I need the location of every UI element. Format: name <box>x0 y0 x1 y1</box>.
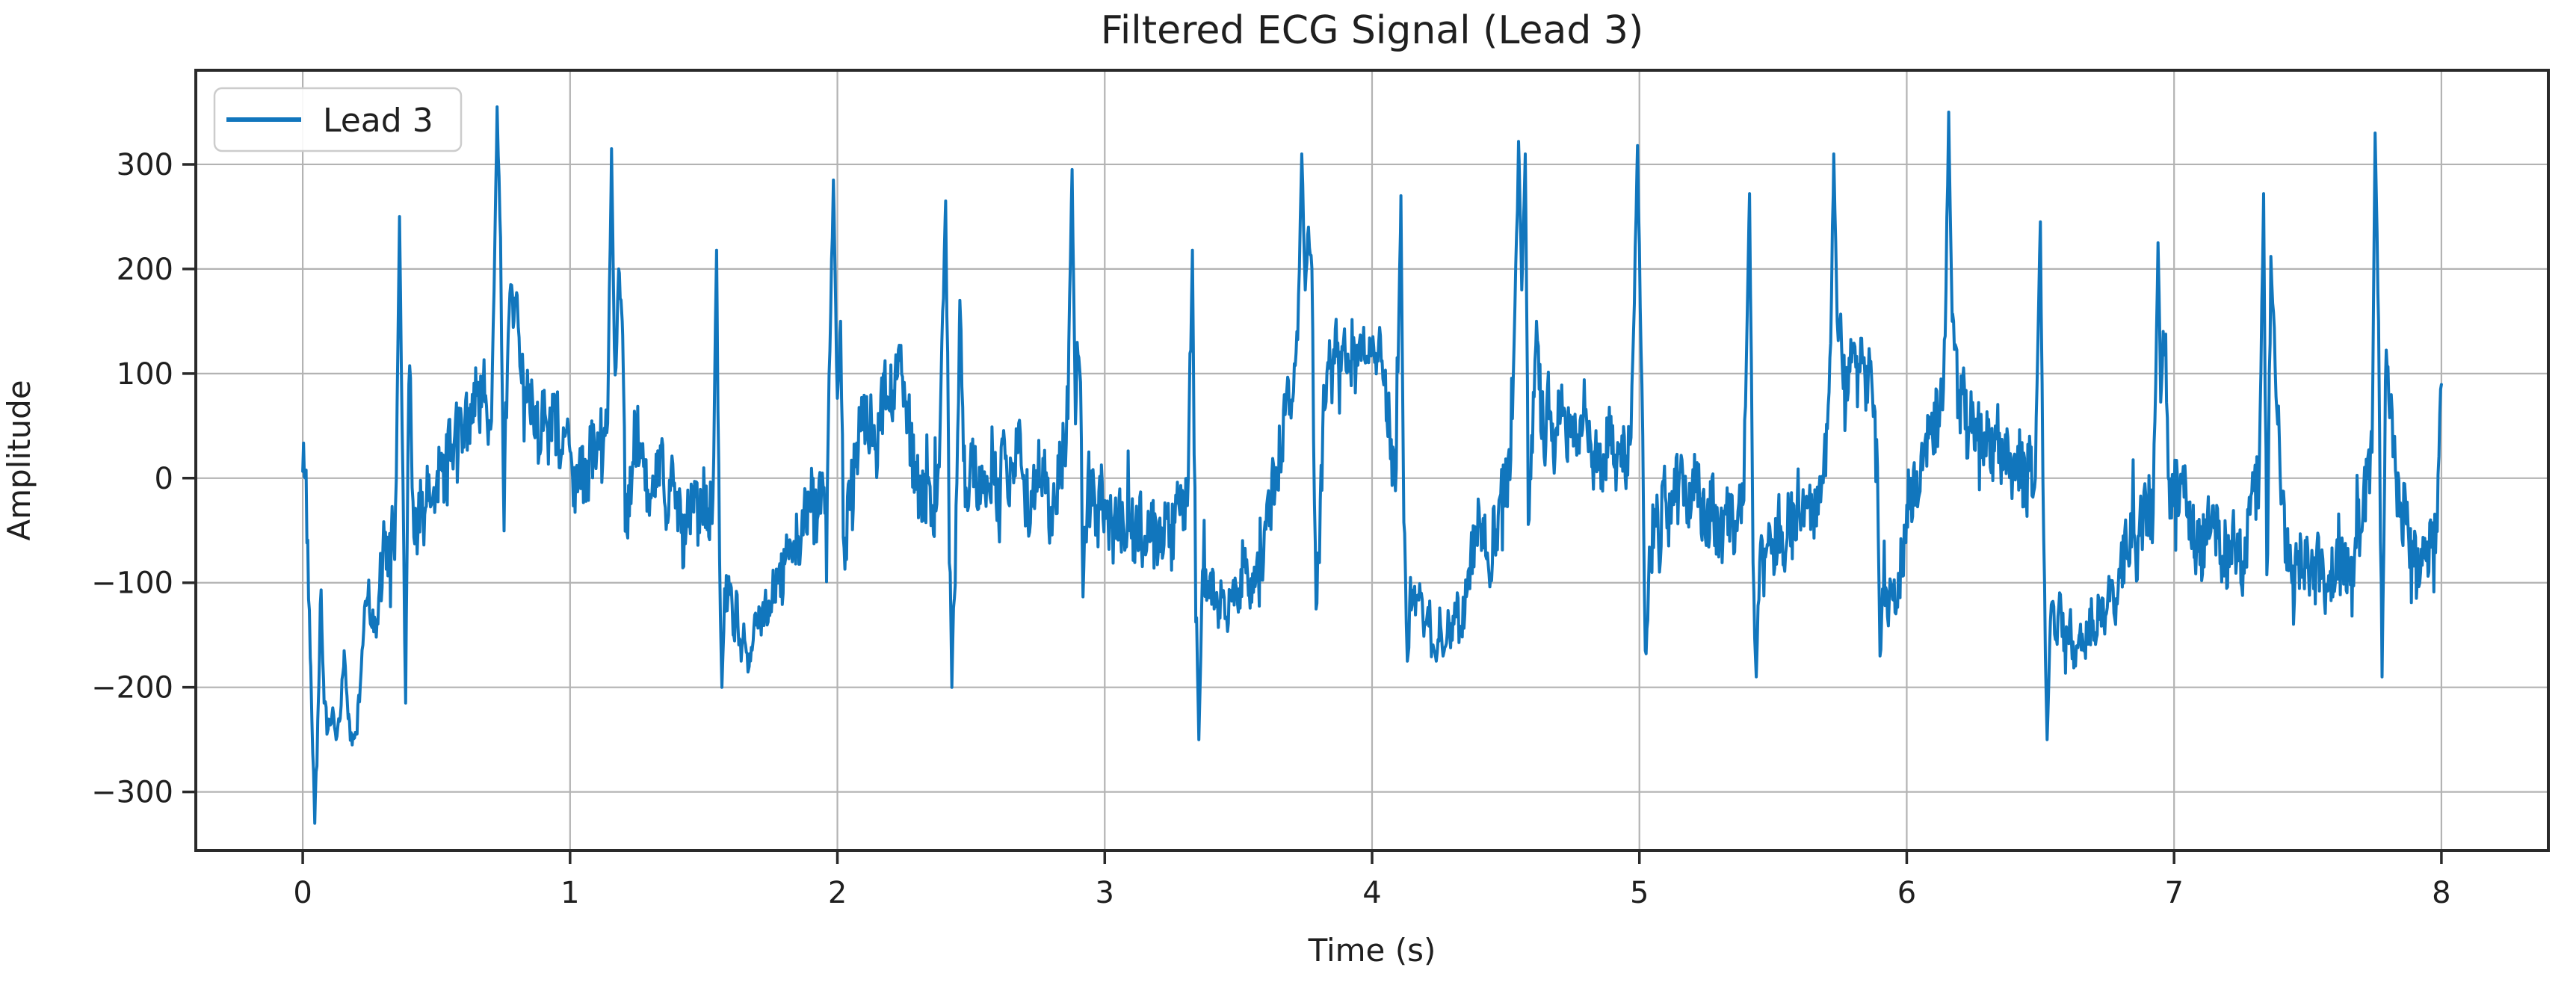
legend-box <box>213 87 463 152</box>
x-tick-label: 5 <box>1630 876 1649 910</box>
x-axis-label: Time (s) <box>1308 932 1436 969</box>
x-tick-label: 1 <box>560 876 579 910</box>
x-tick-label: 8 <box>2432 876 2450 910</box>
y-tick-label: 0 <box>155 462 173 496</box>
y-axis-label: Amplitude <box>1 380 37 540</box>
y-tick-label: −200 <box>91 671 173 705</box>
lead3-signal-line <box>301 105 2443 825</box>
y-tick-label: 200 <box>117 253 173 287</box>
y-tick-label: −100 <box>91 566 173 601</box>
x-tick-label: 7 <box>2164 876 2183 910</box>
legend-label: Lead 3 <box>323 102 433 140</box>
legend: Lead 3 <box>213 87 463 152</box>
x-tick-label: 0 <box>293 876 312 910</box>
y-tick-label: −300 <box>91 776 173 810</box>
x-tick-label: 3 <box>1096 876 1114 910</box>
x-tick-label: 6 <box>1897 876 1916 910</box>
axis-ticks: 0 1 2 3 4 5 6 7 8 −300 −200 −100 0 100 200 300 <box>91 148 2451 910</box>
y-tick-label: 100 <box>117 357 173 392</box>
signal-trace <box>301 105 2443 825</box>
x-tick-label: 2 <box>828 876 847 910</box>
chart-title: Filtered ECG Signal (Lead 3) <box>1101 8 1644 53</box>
x-tick-label: 4 <box>1362 876 1381 910</box>
y-tick-label: 300 <box>117 148 173 182</box>
